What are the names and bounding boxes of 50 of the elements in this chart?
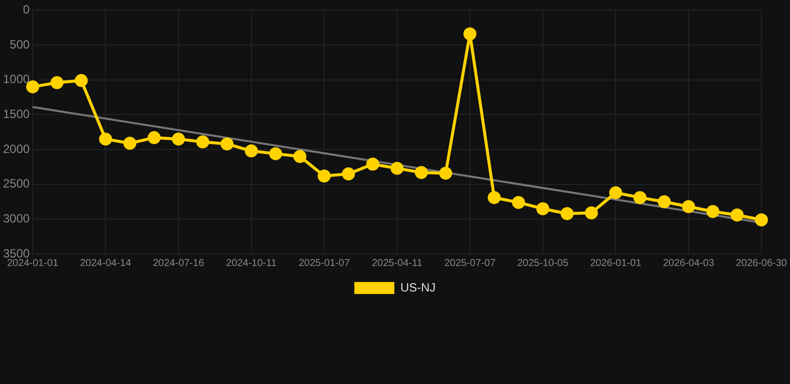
point — [269, 147, 282, 160]
y-tick-label: 2500 — [2, 176, 30, 191]
point — [244, 144, 258, 158]
point — [488, 191, 501, 204]
x-tick-label: 2025-01-07 — [298, 258, 350, 269]
y-tick-label: 500 — [10, 37, 30, 52]
point — [220, 137, 234, 150]
point — [463, 27, 476, 40]
x-tick-label: 2024-01-01 — [7, 258, 59, 269]
y-tick-label: 3000 — [2, 211, 30, 226]
point — [633, 191, 646, 204]
x-tick-label: 2025-04-11 — [372, 258, 423, 269]
point — [512, 196, 526, 209]
x-tick-label: 2025-07-07 — [444, 258, 496, 269]
point — [560, 207, 574, 220]
y-tick-label: 2000 — [2, 142, 30, 156]
x-tick-label: 2024-07-16 — [152, 258, 204, 269]
point — [318, 169, 331, 182]
point — [414, 166, 428, 179]
legend-label: US-NJ — [400, 280, 436, 294]
point — [682, 200, 696, 214]
point — [658, 195, 671, 208]
point — [172, 132, 185, 146]
point — [536, 202, 550, 216]
point — [342, 167, 355, 180]
point — [609, 186, 622, 200]
point — [74, 74, 88, 88]
x-tick-label: 2026-06-30 — [736, 258, 788, 269]
x-tick-label: 2026-01-01 — [590, 258, 642, 269]
y-tick-label: 1500 — [2, 107, 30, 121]
point — [754, 213, 768, 226]
x-tick-label: 2024-10-11 — [226, 258, 277, 269]
point — [196, 135, 210, 148]
point — [293, 150, 306, 163]
point — [366, 158, 380, 171]
point — [390, 162, 404, 175]
x-tick-label: 2024-04-14 — [80, 258, 132, 269]
point — [584, 206, 598, 220]
y-tick-label: 1000 — [2, 72, 30, 86]
x-tick-label: 2026-04-03 — [662, 258, 715, 269]
point — [706, 205, 720, 218]
y-tick-label: 3500 — [2, 246, 30, 260]
point — [439, 166, 452, 180]
point — [730, 208, 744, 222]
y-tick-label: 0 — [23, 2, 30, 17]
point — [50, 76, 64, 90]
point — [148, 131, 161, 144]
point — [123, 136, 136, 150]
point — [99, 132, 112, 146]
x-tick-label: 2025-10-05 — [517, 258, 569, 269]
